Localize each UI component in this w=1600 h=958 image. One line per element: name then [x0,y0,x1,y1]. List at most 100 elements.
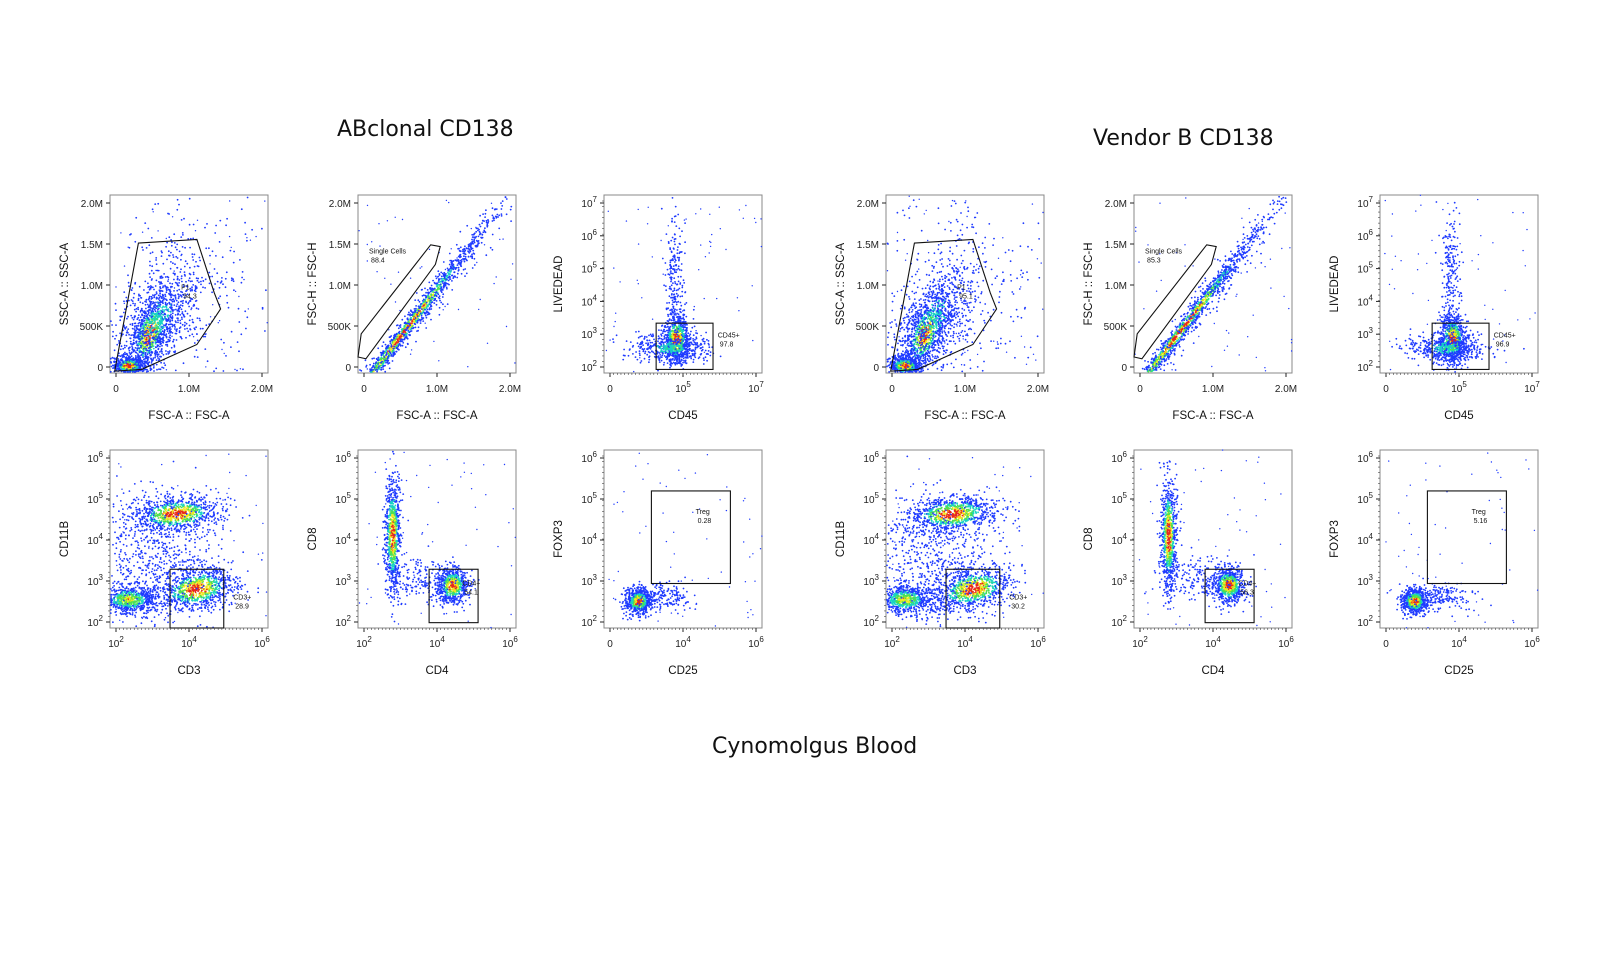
x-axis-label: CD45 [668,410,697,422]
gate-name: CD45+ [1494,332,1516,339]
gate-name: Single Cells [369,249,406,256]
x-tick-label: 106 [254,635,270,650]
y-tick-label: 106 [87,450,103,465]
x-tick-label: 0 [113,384,119,395]
x-tick-label: 105 [675,380,691,395]
gate-name: CD4+ [1238,580,1256,587]
y-tick-label: 2.0M [857,199,879,210]
y-tick-label: 103 [1357,573,1373,588]
event-dots [109,453,268,628]
gate-outline [1426,490,1507,585]
y-tick-label: 105 [581,491,597,506]
x-tick-label: 0 [607,384,613,395]
event-dots [608,452,763,627]
x-axis-label: CD3 [953,665,976,677]
y-tick-label: 102 [335,614,351,629]
x-tick-label: 104 [1205,635,1221,650]
group-title-abclonal: ABclonal CD138 [337,117,514,142]
gate-value: 85.3 [1147,258,1161,265]
x-tick-label: 1.0M [954,384,976,395]
y-tick-label: 105 [1111,491,1127,506]
gate-value: 88.4 [371,258,385,265]
gate-name: CD45+ [718,332,740,339]
gate-outline [890,238,998,372]
x-tick-label: 105 [1451,380,1467,395]
x-tick-label: 104 [957,635,973,650]
x-tick-label: 1.0M [426,384,448,395]
x-tick-label: 1.0M [178,384,200,395]
gate-name: Single Cells [1145,249,1182,256]
y-tick-label: 0 [1121,363,1127,374]
y-tick-label: 103 [863,573,879,588]
y-tick-label: 1.5M [1105,240,1127,251]
y-tick-label: 106 [335,450,351,465]
y-tick-label: 1.0M [857,281,879,292]
x-tick-label: 0 [361,384,367,395]
figure-caption: Cynomolgus Blood [712,734,917,759]
y-tick-label: 107 [581,195,597,210]
x-tick-label: 106 [502,635,518,650]
x-tick-label: 1.0M [1202,384,1224,395]
gate-value: 28.9 [235,604,249,611]
gate-name: Treg [1472,509,1486,516]
gate-value: 95.1 [959,293,973,300]
gate-outline [357,244,441,360]
y-axis-label: CD8 [307,527,319,550]
x-tick-label: 102 [108,635,124,650]
x-tick-label: 0 [607,639,613,650]
y-tick-label: 102 [581,614,597,629]
gate-name: CD3+ [1009,595,1027,602]
facs-plot-abc-cd3-cd11b: CD3+ 28.9 102 104 106 102 103 104 105 106 CD3 CD11B [59,449,270,677]
y-tick-label: 102 [1357,359,1373,374]
x-tick-label: 0 [1383,639,1389,650]
event-dots [1385,452,1539,629]
y-tick-label: 104 [1357,532,1373,547]
gate-outline [650,490,731,585]
gate-value: 97.8 [720,341,734,348]
y-tick-label: 106 [1357,228,1373,243]
y-axis-label: CD8 [1083,527,1095,550]
group-title-vendor-b: Vendor B CD138 [1093,126,1274,151]
y-tick-label: 106 [581,450,597,465]
gate-outline [1204,568,1255,624]
x-axis-label: CD4 [425,665,449,677]
y-tick-label: 106 [1111,450,1127,465]
y-tick-label: 104 [87,532,103,547]
gate-name: CD3+ [233,595,251,602]
facs-plot-abc-singlets: Single Cells 88.4 0 1.0M 2.0M 0 500K 1.0M 1.5M 2.… [307,194,521,422]
gate-name: P1 [957,284,966,291]
y-axis-label: SSC-A :: SSC-A [59,242,71,325]
x-tick-label: 0 [1137,384,1143,395]
x-tick-label: 104 [181,635,197,650]
y-axis-label: FOXP3 [1329,520,1341,558]
y-tick-label: 105 [87,491,103,506]
x-tick-label: 0 [1383,384,1389,395]
x-axis-label: CD25 [668,665,697,677]
y-tick-label: 104 [863,532,879,547]
y-tick-label: 102 [87,614,103,629]
y-tick-label: 2.0M [81,199,103,210]
y-tick-label: 0 [97,363,103,374]
event-dots [109,196,268,373]
x-tick-label: 102 [884,635,900,650]
y-tick-label: 104 [581,293,597,308]
x-tick-label: 2.0M [1027,384,1049,395]
x-tick-label: 104 [429,635,445,650]
x-axis-label: CD4 [1201,665,1225,677]
x-tick-label: 104 [675,635,691,650]
facs-plot-abc-cd45-live: CD45+ 97.8 0 105 107 102 103 104 105 106 107 CD45 LI… [553,194,764,422]
gate-value: 96.9 [1496,341,1510,348]
x-tick-label: 106 [1278,635,1294,650]
event-dots [1134,195,1293,373]
gate-outline [655,322,714,370]
x-tick-label: 106 [1524,635,1540,650]
event-dots [358,196,516,373]
event-dots [358,450,516,629]
y-tick-label: 2.0M [1105,199,1127,210]
gate-value: 5.16 [1474,518,1488,525]
y-tick-label: 2.0M [329,199,351,210]
x-axis-label: FSC-A :: FSC-A [148,410,229,422]
x-axis-label: FSC-A :: FSC-A [396,410,477,422]
y-tick-label: 106 [581,228,597,243]
